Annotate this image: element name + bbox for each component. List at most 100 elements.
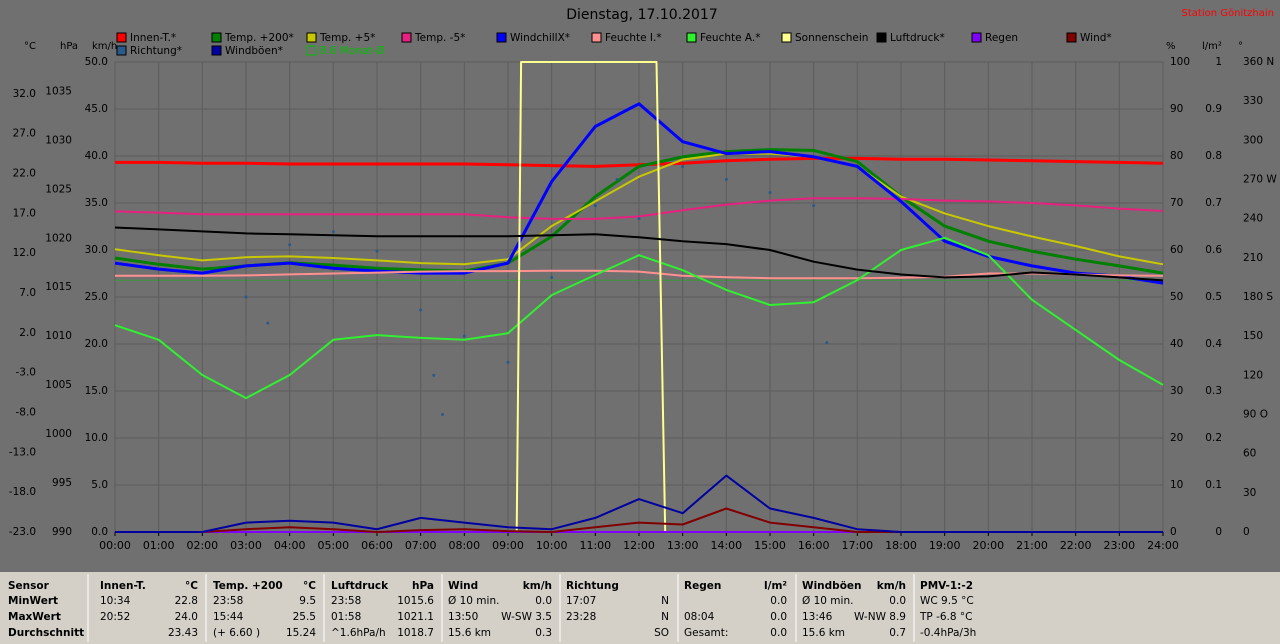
axis-unit: l/m² [1202, 41, 1222, 52]
table-cell: hPa [412, 580, 434, 592]
table-cell: Windböen [802, 580, 862, 592]
y-tick-label: -3.0 [16, 367, 37, 379]
station-label: Station Gönitzhain [1182, 8, 1274, 19]
table-cell: Durchschnitt [8, 627, 84, 639]
direction-dot [724, 178, 728, 181]
y-tick-label: 1015 [45, 281, 72, 293]
legend-label: Innen-T.* [130, 32, 176, 44]
table-cell: Richtung [566, 580, 619, 592]
legend-label: Luftdruck* [890, 32, 945, 44]
y-tick-label: 10 [1170, 479, 1183, 491]
x-tick-label: 12:00 [623, 539, 655, 552]
legend-label: Feuchte I.* [605, 32, 662, 44]
y-tick-label: 990 [52, 526, 72, 538]
table-cell: 0.0 [770, 627, 787, 639]
y-tick-label: 60 [1170, 244, 1183, 256]
table-cell: 23:28 [566, 611, 596, 623]
axis-unit: ° [1238, 41, 1243, 52]
direction-dot [550, 275, 554, 279]
table-cell: TP -6.8 °C [919, 611, 973, 623]
direction-dot [812, 204, 816, 208]
y-tick-label: -18.0 [9, 486, 36, 498]
y-tick-label: 10.0 [85, 432, 108, 444]
chart-title: Dienstag, 17.10.2017 [566, 7, 717, 23]
legend-swatch [971, 32, 982, 43]
table-cell: Sensor [8, 580, 50, 592]
y-tick-label: 30 [1170, 385, 1183, 397]
table-cell: 15.6 km [802, 627, 845, 639]
x-tick-label: 10:00 [536, 539, 568, 552]
y-tick-label: 0.9 [1205, 103, 1222, 115]
legend-swatch [876, 32, 887, 43]
table-cell: 0.3 [535, 627, 552, 639]
table-cell: 24.0 [175, 611, 198, 623]
table-cell: 0.0 [889, 595, 906, 607]
direction-dot [432, 373, 436, 377]
y-tick-label: 20 [1170, 432, 1183, 444]
y-tick-label: 17.0 [13, 207, 36, 219]
table-cell: WC 9.5 °C [920, 595, 974, 607]
legend-label: Temp. +5* [319, 32, 375, 44]
table-cell: Ø 10 min. [802, 595, 853, 607]
table-cell: Luftdruck [331, 580, 389, 592]
direction-dot [506, 360, 510, 364]
y-tick-label: 40.0 [85, 150, 108, 162]
y-tick-label: 210 [1243, 252, 1263, 264]
legend-label: Regen [985, 32, 1018, 44]
x-tick-label: 09:00 [492, 539, 524, 552]
table-cell: -0.4hPa/3h [920, 627, 976, 639]
legend-swatch [781, 32, 792, 43]
legend-swatch [591, 32, 602, 43]
table-cell: N [661, 611, 669, 623]
y-tick-label: 27.0 [13, 128, 36, 140]
legend-label: Sonnenschein [795, 32, 868, 44]
direction-dot [331, 230, 335, 234]
table-cell: km/h [523, 580, 552, 592]
table-cell: MaxWert [8, 611, 61, 623]
y-tick-label: 70 [1170, 197, 1183, 209]
y-tick-label: 7.0 [19, 287, 36, 299]
x-tick-label: 08:00 [448, 539, 480, 552]
y-tick-label: 0.4 [1205, 338, 1222, 350]
x-tick-label: 13:00 [667, 539, 699, 552]
legend-label: Richtung* [130, 45, 182, 57]
legend-label: Temp. -5* [414, 32, 465, 44]
y-tick-label: 180 S [1243, 291, 1273, 303]
y-tick-label: 360 N [1243, 56, 1274, 68]
table-cell: 23.43 [168, 627, 198, 639]
direction-dot [419, 308, 423, 312]
table-cell: 23:58 [213, 595, 243, 607]
table-cell: 1021.1 [397, 611, 434, 623]
table-cell: 13:46 [802, 611, 833, 623]
legend-swatch [496, 32, 507, 43]
table-cell: 0.0 [535, 595, 552, 607]
table-cell: 10:34 [100, 595, 131, 607]
legend-swatch [116, 45, 127, 56]
y-tick-label: 1020 [45, 232, 72, 244]
table-cell: 15:44 [213, 611, 244, 623]
direction-dot [462, 334, 466, 338]
y-tick-label: 0.3 [1205, 385, 1222, 397]
y-tick-label: 1005 [45, 379, 72, 391]
y-tick-label: 100 [1170, 56, 1190, 68]
legend-swatch [686, 32, 697, 43]
y-tick-label: 300 [1243, 134, 1263, 146]
y-tick-label: 120 [1243, 369, 1263, 381]
table-cell: 9.5 [299, 595, 316, 607]
x-tick-label: 05:00 [317, 539, 349, 552]
table-cell: 01:58 [331, 611, 361, 623]
series-line [115, 474, 1163, 533]
table-cell: °C [303, 580, 316, 592]
table-cell: MinWert [8, 595, 58, 607]
direction-dot [768, 191, 772, 195]
legend-swatch [1066, 32, 1077, 43]
series-line [114, 197, 1164, 220]
y-tick-label: 90 O [1243, 409, 1268, 421]
direction-dot [375, 249, 379, 253]
table-panel [0, 572, 1280, 644]
y-tick-label: 40 [1170, 338, 1183, 350]
y-tick-label: 0.2 [1205, 432, 1222, 444]
table-cell: Gesamt: [684, 627, 728, 639]
legend-label: 8.6 Monat-Ø [320, 45, 385, 57]
